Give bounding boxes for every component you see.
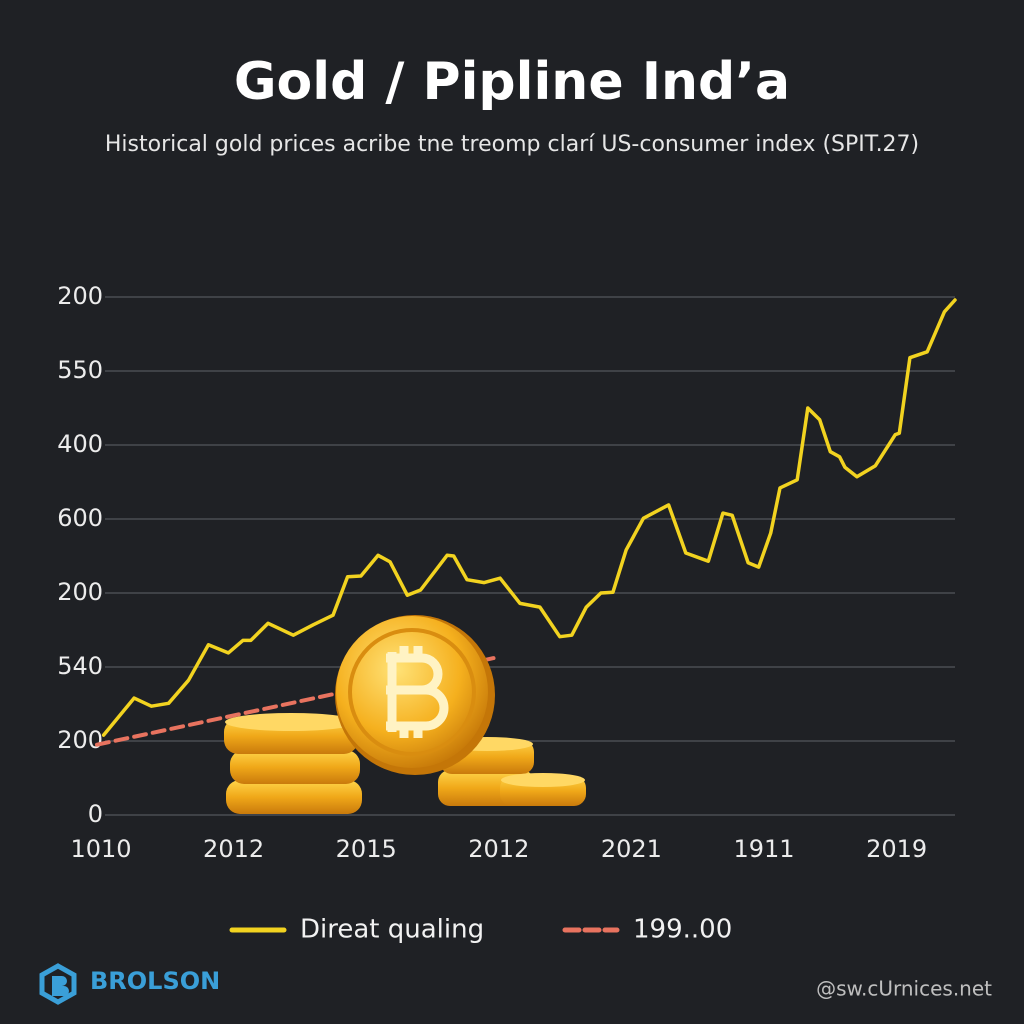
coin-illustration xyxy=(224,615,586,814)
grid: 0 200 540 200 600 400 550 200 1010 2012 2015 2012 20… xyxy=(57,282,955,863)
y-tick-label: 200 xyxy=(57,282,103,310)
chart-title: Gold / Pipline Ind’a xyxy=(234,52,790,112)
legend: Direat qualing 199..00 xyxy=(229,915,732,945)
legend-label: Direat qualing xyxy=(300,915,484,945)
x-tick-label: 2012 xyxy=(468,835,529,863)
legend-label: 199..00 xyxy=(633,915,732,945)
y-tick-label: 0 xyxy=(88,800,103,828)
credit: @sw.cUrnices.net xyxy=(816,977,992,1001)
brand-name: BROLSON xyxy=(90,967,220,995)
y-tick-label: 600 xyxy=(57,504,103,532)
coin-stack-left xyxy=(224,713,362,814)
x-tick-label: 2019 xyxy=(866,835,927,863)
x-tick-label: 2021 xyxy=(601,835,662,863)
y-tick-label: 200 xyxy=(57,578,103,606)
x-tick-label: 1010 xyxy=(70,835,131,863)
chart-subtitle: Historical gold prices acribe tne treomp… xyxy=(105,132,919,157)
y-tick-label: 550 xyxy=(57,356,103,384)
y-tick-label: 540 xyxy=(57,652,103,680)
x-tick-label: 1911 xyxy=(733,835,794,863)
bitcoin-coin xyxy=(335,615,495,775)
y-tick-label: 200 xyxy=(57,726,103,754)
x-tick-label: 2012 xyxy=(203,835,264,863)
series xyxy=(95,298,957,747)
y-tick-label: 400 xyxy=(57,430,103,458)
series-line xyxy=(101,298,957,737)
brand-logo xyxy=(39,963,77,1005)
x-tick-label: 2015 xyxy=(336,835,397,863)
